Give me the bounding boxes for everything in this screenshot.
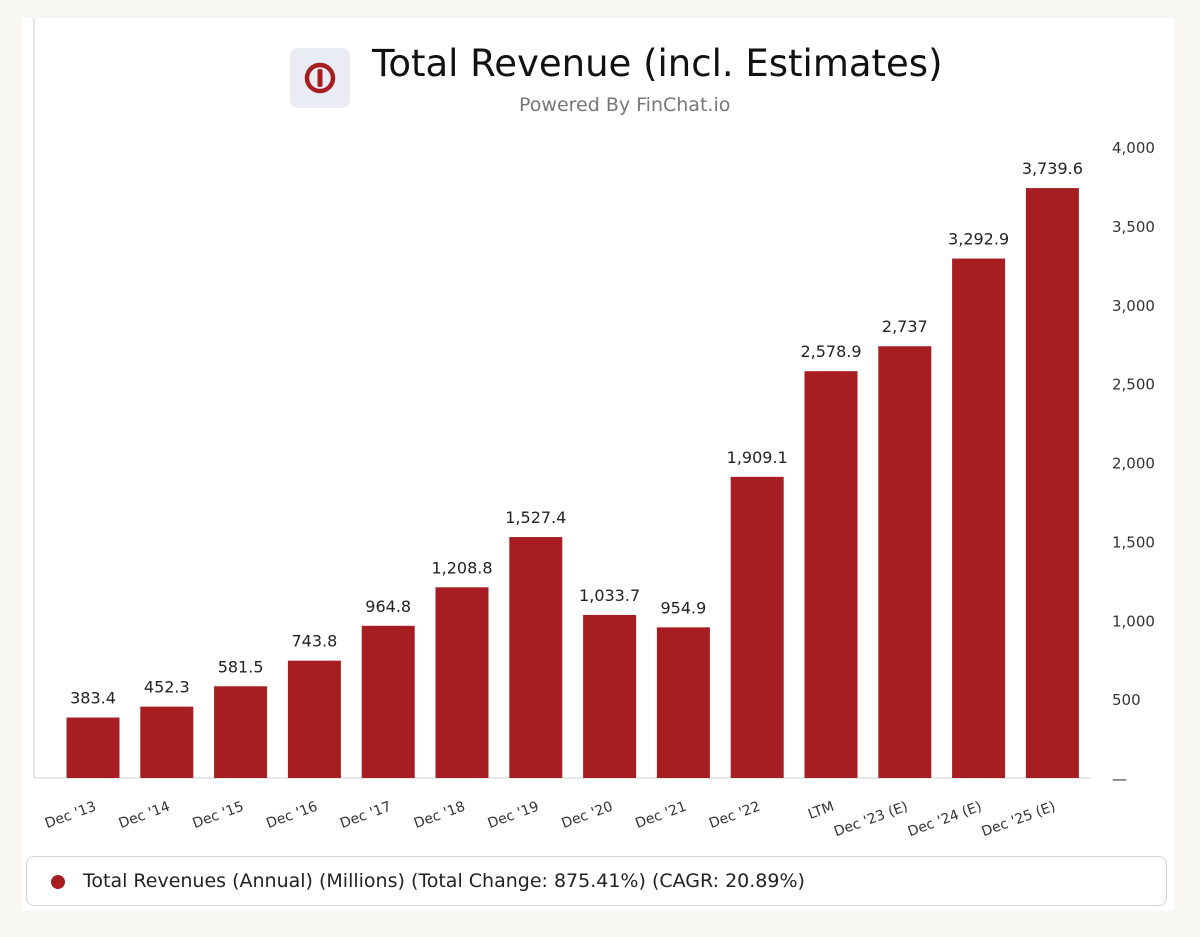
x-tick-label: Dec '15 bbox=[190, 799, 245, 832]
bar[interactable] bbox=[214, 686, 268, 778]
bar[interactable] bbox=[878, 346, 932, 778]
x-tick-label: Dec '21 bbox=[633, 799, 688, 832]
data-label: 581.5 bbox=[218, 657, 264, 676]
x-tick-label: Dec '16 bbox=[264, 799, 320, 832]
bar[interactable] bbox=[1025, 188, 1079, 778]
bar[interactable] bbox=[361, 625, 415, 778]
x-tick-label: Dec '22 bbox=[707, 799, 762, 832]
y-tick-label: 3,000 bbox=[1112, 297, 1155, 315]
bar[interactable] bbox=[583, 614, 637, 778]
x-tick-label: Dec '18 bbox=[412, 799, 467, 832]
data-label: 1,208.8 bbox=[431, 558, 492, 577]
y-tick-label: — bbox=[1112, 770, 1127, 788]
data-label: 2,578.9 bbox=[800, 342, 861, 361]
bar[interactable] bbox=[66, 717, 120, 778]
x-tick-label: Dec '23 (E) bbox=[832, 799, 910, 841]
y-tick-label: 2,000 bbox=[1112, 455, 1155, 473]
legend-marker-icon bbox=[51, 875, 65, 889]
bar[interactable] bbox=[435, 587, 489, 778]
x-tick-label: LTM bbox=[806, 799, 836, 823]
finchat-power-logo-icon bbox=[290, 48, 350, 108]
x-tick-label: Dec '13 bbox=[43, 799, 98, 832]
bar[interactable] bbox=[656, 627, 710, 778]
data-label: 964.8 bbox=[365, 597, 411, 616]
x-tick-label: Dec '20 bbox=[559, 799, 614, 832]
data-label: 1,909.1 bbox=[727, 448, 788, 467]
data-label: 743.8 bbox=[291, 632, 337, 651]
chart-subtitle: Powered By FinChat.io bbox=[519, 94, 731, 116]
bar[interactable] bbox=[287, 660, 341, 778]
chart-card: Total Revenue (incl. Estimates) Powered … bbox=[22, 18, 1174, 911]
data-label: 1,527.4 bbox=[505, 508, 566, 527]
y-tick-label: 500 bbox=[1112, 691, 1141, 709]
data-label: 3,292.9 bbox=[948, 230, 1009, 249]
data-label: 383.4 bbox=[70, 689, 116, 708]
data-label: 1,033.7 bbox=[579, 586, 640, 605]
data-label: 954.9 bbox=[660, 598, 706, 617]
x-tick-label: Dec '17 bbox=[338, 799, 393, 832]
bar[interactable] bbox=[509, 537, 563, 778]
data-label: 2,737 bbox=[882, 317, 928, 336]
bar[interactable] bbox=[804, 371, 858, 778]
x-tick-label: Dec '14 bbox=[117, 799, 173, 832]
legend[interactable]: Total Revenues (Annual) (Millions) (Tota… bbox=[26, 856, 1167, 906]
legend-label: Total Revenues (Annual) (Millions) (Tota… bbox=[83, 870, 805, 892]
x-tick-label: Dec '19 bbox=[486, 799, 541, 832]
data-label: 3,739.6 bbox=[1022, 159, 1083, 178]
y-tick-label: 2,500 bbox=[1112, 376, 1155, 394]
x-tick-label: Dec '24 (E) bbox=[906, 799, 984, 841]
y-tick-label: 3,500 bbox=[1112, 218, 1155, 236]
y-tick-label: 1,500 bbox=[1112, 533, 1155, 551]
chart-title: Total Revenue (incl. Estimates) bbox=[372, 42, 943, 85]
data-label: 452.3 bbox=[144, 678, 190, 697]
y-tick-label: 1,000 bbox=[1112, 612, 1155, 630]
bar[interactable] bbox=[730, 476, 784, 778]
bar[interactable] bbox=[140, 706, 194, 778]
x-tick-label: Dec '25 (E) bbox=[980, 799, 1058, 841]
y-tick-label: 4,000 bbox=[1112, 139, 1155, 157]
bar-chart: — 500 1,000 1,500 2,000 2,500 3,000 3,500 4,000 3… bbox=[33, 18, 1155, 841]
bar[interactable] bbox=[952, 258, 1006, 778]
